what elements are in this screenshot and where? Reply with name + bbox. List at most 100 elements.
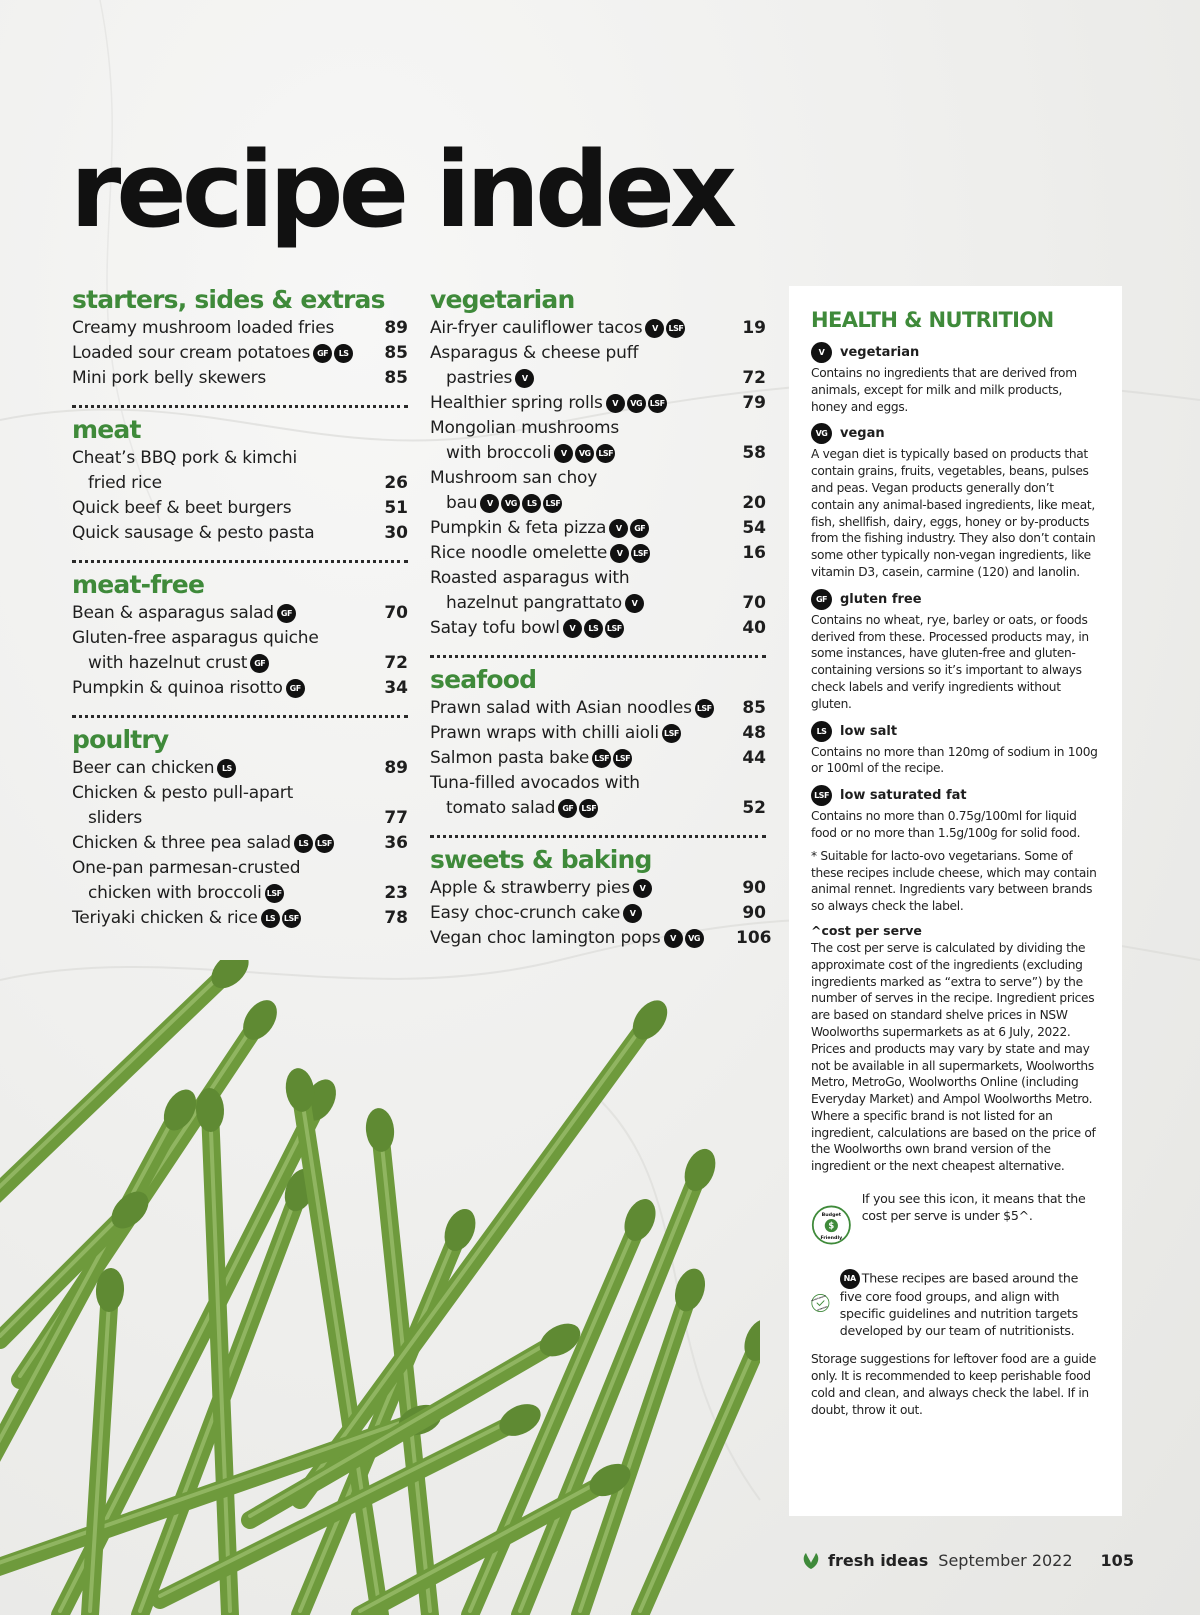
recipe-entry[interactable]: Mini pork belly skewers 85 <box>72 366 408 391</box>
recipe-entry[interactable]: Pumpkin & feta pizza V GF 54 <box>430 516 766 541</box>
recipe-entry[interactable]: Mushroom san choy bau V VG LS LSF 20 <box>430 466 766 516</box>
recipe-name-group: Satay tofu bowl V LS LSF <box>430 616 736 641</box>
diet-badges: LSF <box>264 883 284 903</box>
footer-brand: fresh ideas <box>828 1550 929 1570</box>
recipe-name: sliders <box>88 808 142 828</box>
recipe-entry[interactable]: Quick sausage & pesto pasta 30 <box>72 521 408 546</box>
page-number: 89 <box>384 318 408 338</box>
index-section: meat Cheat’s BBQ pork & kimchi fried rice 2… <box>72 405 408 552</box>
recipe-entry[interactable]: Asparagus & cheese puff pastries V 72 <box>430 341 766 391</box>
diet-badge-ls-icon: LS <box>260 908 280 928</box>
asparagus-spear <box>195 1088 239 1615</box>
recipe-entry[interactable]: Salmon pasta bake LSF LSF 44 <box>430 746 766 771</box>
recipe-name: Creamy mushroom loaded fries <box>72 318 335 338</box>
diet-badges: LS <box>217 758 237 778</box>
recipe-name-line: Prawn wraps with chilli aioli LSF <box>430 721 730 746</box>
recipe-name: Roasted asparagus with <box>430 568 630 588</box>
recipe-entry[interactable]: Vegan choc lamington pops V VG 106 <box>430 926 772 951</box>
recipe-entry[interactable]: Bean & asparagus salad GF 70 <box>72 601 408 626</box>
recipe-entry[interactable]: Air-fryer cauliflower tacos V LSF 19 <box>430 316 766 341</box>
diet-badge-vg-icon: VG <box>501 493 521 513</box>
recipe-entry[interactable]: Roasted asparagus with hazelnut pangratta… <box>430 566 766 616</box>
page-number: 30 <box>384 523 408 543</box>
diet-badges: GF LS <box>313 343 354 363</box>
recipe-name-line: Asparagus & cheese puff <box>430 341 730 366</box>
recipe-name: Asparagus & cheese puff <box>430 343 639 363</box>
recipe-name-group: Asparagus & cheese puff pastries V <box>430 341 736 391</box>
recipe-name: Tuna-filled avocados with <box>430 773 640 793</box>
definition-text: Contains no more than 120mg of sodium in… <box>811 744 1098 776</box>
recipe-entry[interactable]: Mongolian mushrooms with broccoli V VG LSF 58 <box>430 416 766 466</box>
recipe-name-line: Easy choc-crunch cake V <box>430 901 730 926</box>
recipe-name-group: Prawn salad with Asian noodles LSF <box>430 696 736 721</box>
diet-badge-lsf-icon: LSF <box>604 618 624 638</box>
recipe-entry[interactable]: Tuna-filled avocados with tomato salad GF L… <box>430 771 766 821</box>
recipe-name-group: Pumpkin & quinoa risotto GF <box>72 676 378 701</box>
recipe-entry[interactable]: Gluten-free asparagus quiche with hazelnu… <box>72 626 408 676</box>
recipe-entry[interactable]: Chicken & pesto pull-apart sliders 77 <box>72 781 408 831</box>
panel-title: HEALTH & NUTRITION <box>811 308 1054 332</box>
recipe-entry[interactable]: Beer can chicken LS 89 <box>72 756 408 781</box>
diet-badge-lsf-icon: LSF <box>811 785 832 807</box>
recipe-entry[interactable]: Apple & strawberry pies V 90 <box>430 876 766 901</box>
recipe-name: bau <box>446 493 478 513</box>
diet-badge-v-icon: V <box>480 493 500 513</box>
recipe-name-line: Teriyaki chicken & rice LS LSF <box>72 906 372 931</box>
recipe-entry[interactable]: Easy choc-crunch cake V 90 <box>430 901 766 926</box>
page-number: 44 <box>742 748 766 768</box>
recipe-name-line: Mini pork belly skewers <box>72 366 372 391</box>
recipe-entry[interactable]: Rice noodle omelette V LSF 16 <box>430 541 766 566</box>
diet-badge-v-icon: V <box>515 368 535 388</box>
diet-badge-vg-icon: VG <box>626 393 646 413</box>
recipe-entry[interactable]: Creamy mushroom loaded fries 89 <box>72 316 408 341</box>
recipe-name: Mini pork belly skewers <box>72 368 267 388</box>
budget-label: Budget <box>822 1212 842 1218</box>
recipe-name-line: Tuna-filled avocados with <box>430 771 730 796</box>
definition-head: VG vegan <box>811 423 1100 445</box>
recipe-entry[interactable]: Cheat’s BBQ pork & kimchi fried rice 26 <box>72 446 408 496</box>
recipe-entry[interactable]: Prawn wraps with chilli aioli LSF 48 <box>430 721 766 746</box>
recipe-entry[interactable]: Prawn salad with Asian noodles LSF 85 <box>430 696 766 721</box>
recipe-entry[interactable]: One-pan parmesan-crusted chicken with bro… <box>72 856 408 906</box>
diet-badge-v-icon: V <box>623 903 643 923</box>
page-number: 52 <box>742 798 766 818</box>
recipe-entry[interactable]: Pumpkin & quinoa risotto GF 34 <box>72 676 408 701</box>
recipe-name: Prawn wraps with chilli aioli <box>430 723 659 743</box>
recipe-entry[interactable]: Healthier spring rolls V VG LSF 79 <box>430 391 766 416</box>
diet-badge-lsf-icon: LSF <box>264 883 284 903</box>
diet-badge-lsf-icon: LSF <box>613 748 633 768</box>
recipe-name: Pumpkin & quinoa risotto <box>72 678 283 698</box>
recipe-name-line: hazelnut pangrattato V <box>430 591 730 616</box>
storage-text: Storage suggestions for leftover food ar… <box>811 1352 1097 1417</box>
definition-text: Contains no ingredients that are derived… <box>811 366 1077 414</box>
asparagus-photo <box>0 960 760 1615</box>
recipe-name-line: Mushroom san choy <box>430 466 730 491</box>
lacto-note: * Suitable for lacto-ovo vegetarians. So… <box>811 848 1097 914</box>
recipe-name-line: chicken with broccoli LSF <box>72 881 372 906</box>
recipe-name-line: Healthier spring rolls V VG LSF <box>430 391 730 416</box>
page-number: 85 <box>384 343 408 363</box>
recipe-name-line: Beer can chicken LS <box>72 756 372 781</box>
recipe-name-group: Bean & asparagus salad GF <box>72 601 378 626</box>
page-number: 90 <box>742 878 766 898</box>
definition-head: GF gluten free <box>811 588 1100 610</box>
recipe-entry[interactable]: Satay tofu bowl V LS LSF 40 <box>430 616 766 641</box>
recipe-entry[interactable]: Chicken & three pea salad LS LSF 36 <box>72 831 408 856</box>
recipe-name-group: Pumpkin & feta pizza V GF <box>430 516 736 541</box>
diet-badge-gf-icon: GF <box>313 343 333 363</box>
recipe-entry[interactable]: Loaded sour cream potatoes GF LS 85 <box>72 341 408 366</box>
page-number: 85 <box>384 368 408 388</box>
recipe-name: Mongolian mushrooms <box>430 418 620 438</box>
diet-badges: LS LSF <box>260 908 301 928</box>
recipe-name: pastries <box>446 368 513 388</box>
diet-badges: V LSF <box>645 318 686 338</box>
page-number: 72 <box>742 368 766 388</box>
recipe-name: Prawn salad with Asian noodles <box>430 698 692 718</box>
index-column-right: vegetarian Air-fryer cauliflower tacos V LS… <box>430 284 772 957</box>
woolworths-logo-icon <box>803 1553 819 1569</box>
index-section: starters, sides & extras Creamy mushroom … <box>72 284 408 397</box>
recipe-entry[interactable]: Quick beef & beet burgers 51 <box>72 496 408 521</box>
recipe-name-line: Air-fryer cauliflower tacos V LSF <box>430 316 730 341</box>
recipe-entry[interactable]: Teriyaki chicken & rice LS LSF 78 <box>72 906 408 931</box>
recipe-name-group: Beer can chicken LS <box>72 756 378 781</box>
